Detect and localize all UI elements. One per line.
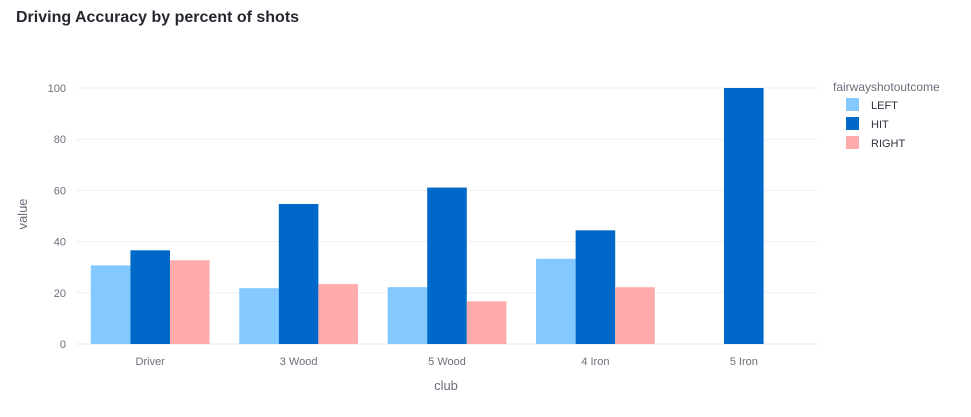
y-axis-title: value [15, 198, 30, 229]
bar-hit-4-iron [575, 230, 616, 344]
bar-right-4-iron [615, 287, 655, 344]
bar-hit-driver [130, 250, 170, 344]
chart-title: Driving Accuracy by percent of shots [16, 9, 300, 26]
y-tick-label: 20 [54, 288, 66, 300]
legend-label-hit: HIT [871, 119, 889, 131]
bar-left-driver [90, 265, 131, 344]
x-axis-title: club [434, 378, 458, 393]
legend-title: fairwayshotoutcome [833, 80, 940, 94]
x-tick-label: 3 Wood [280, 356, 318, 368]
legend-swatch-left [846, 98, 859, 111]
bar-left-4-iron [536, 258, 576, 344]
y-tick-label: 100 [48, 83, 66, 95]
x-tick-labels: Driver 3 Wood 5 Wood 4 Iron 5 Iron [136, 356, 758, 368]
legend: fairwayshotoutcome LEFT HIT RIGHT [833, 80, 940, 150]
bar-right-5-wood [466, 301, 507, 344]
x-tick-label: 5 Iron [730, 356, 758, 368]
x-tick-label: 4 Iron [581, 356, 609, 368]
bar-hit-3-wood [278, 203, 319, 344]
bar-right-driver [169, 260, 210, 344]
y-tick-label: 60 [54, 185, 66, 197]
legend-swatch-hit [846, 117, 859, 130]
y-tick-label: 40 [54, 237, 66, 249]
x-tick-label: Driver [136, 356, 166, 368]
y-tick-label: 80 [54, 134, 66, 146]
y-tick-labels: 0 20 40 60 80 100 [48, 83, 66, 351]
legend-swatch-right [846, 136, 859, 149]
bars [90, 88, 764, 344]
y-tick-label: 0 [60, 339, 66, 351]
bar-left-3-wood [239, 288, 279, 344]
bar-right-3-wood [318, 284, 358, 344]
bar-hit-5-iron [724, 88, 764, 344]
bar-left-5-wood [387, 287, 428, 344]
x-tick-label: 5 Wood [428, 356, 466, 368]
legend-label-right: RIGHT [871, 138, 906, 150]
legend-label-left: LEFT [871, 100, 898, 112]
bar-hit-5-wood [427, 187, 467, 344]
